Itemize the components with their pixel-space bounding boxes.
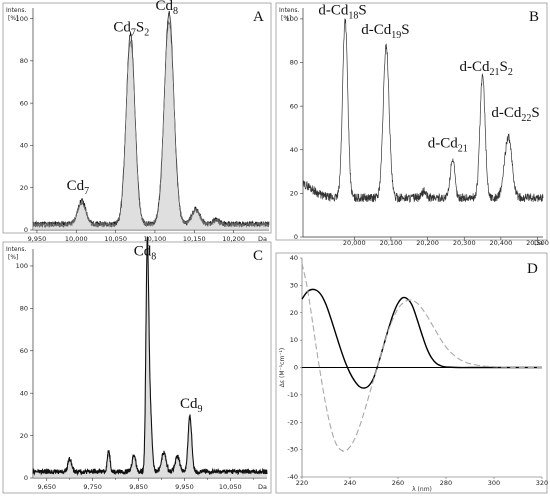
spectrum-fill (33, 236, 267, 478)
y-tick-label: 0 (294, 233, 298, 241)
y-tick-label: -10 (287, 391, 298, 399)
y-tick-label: 40 (290, 146, 298, 154)
y-tick-label: 0 (294, 364, 298, 372)
x-axis-unit: Da (258, 235, 267, 243)
x-tick-label: 20,400 (489, 239, 512, 247)
x-axis-unit: Da (534, 239, 543, 247)
x-tick-label: 20,500 (526, 239, 549, 247)
x-tick-label: 20,100 (380, 239, 403, 247)
y-tick-label: 100 (16, 262, 28, 270)
y-tick-label: 0 (24, 474, 28, 482)
x-axis-unit: Da (258, 483, 267, 491)
x-tick-label: 10,100 (144, 235, 167, 243)
y-tick-label: 20 (290, 309, 298, 317)
panel-frame-a (2, 2, 272, 234)
x-tick-label: 240 (344, 479, 356, 487)
peak-label: d-Cd21 (428, 136, 468, 155)
y-axis-title: Intens. (279, 7, 300, 14)
x-tick-label: 9,650 (37, 483, 56, 491)
spectrum-line (302, 18, 544, 204)
x-tick-label: 280 (440, 479, 452, 487)
peak-label: Cd7 (67, 178, 90, 197)
x-tick-label: 9,750 (83, 483, 102, 491)
x-tick-label: 320 (536, 479, 548, 487)
y-tick-label: -20 (287, 418, 298, 426)
y-tick-label: 20 (20, 432, 28, 440)
x-tick-label: 10,050 (219, 483, 242, 491)
y-tick-label: 30 (290, 281, 298, 289)
x-tick-label: 10,150 (183, 235, 206, 243)
x-axis-label: λ (nm) (412, 486, 432, 493)
x-tick-label: 20,200 (416, 239, 439, 247)
x-tick-label: 10,200 (222, 235, 245, 243)
y-axis-label: Δε (M⁻¹cm⁻¹) (279, 348, 286, 387)
y-tick-label: 80 (20, 305, 28, 313)
panel-frame-d (275, 252, 548, 494)
y-axis-unit: [%] (281, 15, 291, 22)
y-tick-label: 20 (20, 184, 28, 192)
peak-label: Cd7S2 (113, 19, 149, 38)
x-tick-label: 20,300 (453, 239, 476, 247)
x-tick-label: 20,000 (343, 239, 366, 247)
panel-a: Intens.[%] 0 20 40 60 80 100 9,950 10,000 10,050 1… (2, 0, 272, 243)
panel-label: D (527, 261, 538, 277)
y-tick-label: 0 (24, 226, 28, 234)
panel-b: Intens.[%] 0 20 40 60 80 100 20,000 20,100 20,200… (275, 2, 549, 247)
x-tick-label: 300 (488, 479, 500, 487)
y-axis-unit: [%] (8, 15, 18, 22)
panel-c: Intens.[%] 0 20 40 60 80 100 9,650 9,750 9,850 9,9… (2, 236, 272, 494)
x-tick-label: 10,000 (65, 235, 88, 243)
x-tick-label: 9,850 (129, 483, 148, 491)
y-tick-label: 10 (290, 336, 298, 344)
panel-d: -40 -30 -20 -10 0 10 20 30 40 220 240 260 280 300 320 λ… (275, 252, 548, 494)
peak-label: Cd8 (134, 243, 157, 262)
y-tick-label: -30 (287, 446, 298, 454)
y-axis-unit: [%] (8, 254, 18, 261)
x-tick-label: 10,050 (104, 235, 127, 243)
peak-label: d-Cd18S (318, 3, 366, 22)
y-tick-label: -40 (287, 473, 298, 481)
y-tick-label: 80 (20, 57, 28, 65)
y-axis-title: Intens. (6, 7, 27, 14)
panel-frame-c (2, 241, 272, 494)
panel-label: A (253, 9, 264, 25)
y-tick-label: 20 (290, 190, 298, 198)
y-tick-label: 40 (20, 389, 28, 397)
peak-label: d-Cd21S2 (460, 59, 513, 78)
panel-frame-b (275, 2, 548, 241)
x-tick-label: 9,950 (28, 235, 47, 243)
x-tick-label: 220 (296, 479, 308, 487)
x-tick-label: 260 (392, 479, 404, 487)
peak-label: Cd8 (155, 0, 178, 17)
spectrum-line (32, 236, 268, 476)
peak-label: Cd9 (180, 396, 203, 415)
y-tick-label: 60 (20, 99, 28, 107)
spectrum-line-overlay (32, 20, 270, 229)
panel-label: C (253, 248, 263, 264)
y-tick-label: 100 (286, 15, 298, 23)
y-tick-label: 60 (20, 347, 28, 355)
y-tick-label: 40 (290, 254, 298, 262)
y-tick-label: 80 (290, 59, 298, 67)
panel-label: B (529, 9, 539, 25)
y-tick-label: 40 (20, 142, 28, 150)
y-tick-label: 100 (16, 15, 28, 23)
x-tick-label: 9,950 (175, 483, 194, 491)
peak-label: d-Cd19S (361, 22, 409, 41)
peak-label: d-Cd22S (491, 105, 539, 124)
y-tick-label: 60 (290, 102, 298, 110)
spectrum-line (32, 11, 270, 227)
y-axis-title: Intens. (6, 246, 27, 253)
cd-series-2 (301, 263, 542, 452)
